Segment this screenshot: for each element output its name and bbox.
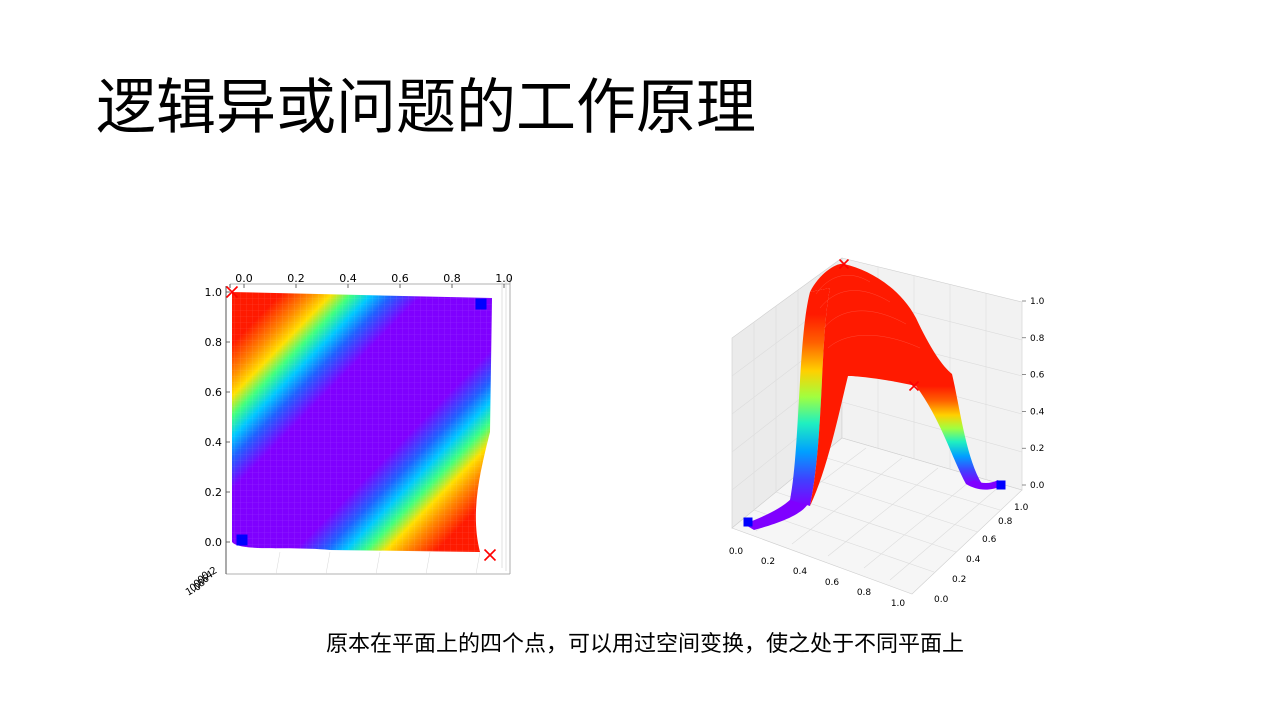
z-tick-labels-collapsed: 1.0 0.8 0.6 0.4 0.2 <box>184 565 219 598</box>
transformed-surface <box>744 263 1002 530</box>
y-tick-label: 0.8 <box>205 336 223 349</box>
y-tick-label: 0.2 <box>205 486 223 499</box>
xor-surface-3d-chart: 0.00.20.40.60.81.0 0.00.20.40.60.81.0 0.… <box>729 257 1045 609</box>
y-tick-label: 1.0 <box>1014 503 1029 513</box>
y-tick-label: 0.2 <box>952 575 966 585</box>
x-tick-label: 0.0 <box>729 547 744 557</box>
square-marker <box>996 480 1006 490</box>
y-tick-label: 0.0 <box>934 595 949 605</box>
x-tick-label: 0.6 <box>825 578 840 588</box>
x-tick-label: 0.4 <box>793 567 808 577</box>
square-marker <box>475 298 487 310</box>
y-tick-label: 0.4 <box>205 436 223 449</box>
y-tick-label: 0.6 <box>982 535 997 545</box>
x-marker <box>908 380 920 392</box>
x-tick-label: 0.8 <box>857 588 872 598</box>
slide-title: 逻辑异或问题的工作原理 <box>96 73 756 143</box>
x-tick-label: 0.2 <box>287 272 305 285</box>
y-tick-labels: 0.00.20.40.60.81.0 <box>934 503 1029 605</box>
x-tick-label: 0.0 <box>235 272 253 285</box>
x-tick-label: 0.2 <box>761 557 775 567</box>
x-tick-label: 1.0 <box>891 599 906 609</box>
data-markers <box>225 285 497 562</box>
z-tick-labels: 0.0 0.2 0.4 0.6 0.8 1.0 <box>1022 297 1045 491</box>
z-tick-label: 0.0 <box>1030 481 1045 491</box>
x-tick-label: 0.4 <box>339 272 357 285</box>
z-tick-label: 0.8 <box>1030 334 1045 344</box>
y-tick-label: 0.6 <box>205 386 223 399</box>
axes-frame <box>225 278 511 575</box>
square-marker <box>743 517 753 527</box>
z-tick-label: 0.6 <box>1030 371 1045 381</box>
y-tick-labels: 0.0 0.2 0.4 0.6 0.8 1.0 <box>205 286 230 549</box>
x-marker <box>483 548 497 562</box>
x-tick-label: 1.0 <box>495 272 513 285</box>
data-markers <box>743 258 1006 527</box>
z-tick-label: 0.2 <box>1030 444 1044 454</box>
z-tick-label: 0.4 <box>1030 407 1045 417</box>
svg-text:0.2: 0.2 <box>200 565 219 582</box>
x-tick-label: 0.6 <box>391 272 409 285</box>
y-tick-label: 0.8 <box>998 517 1013 527</box>
slide-caption: 原本在平面上的四个点，可以用过空间变换，使之处于不同平面上 <box>326 632 965 657</box>
x-marker <box>838 258 850 270</box>
y-tick-label: 0.4 <box>966 555 981 565</box>
x-tick-label: 0.8 <box>443 272 461 285</box>
x-tick-labels: 0.0 0.2 0.4 0.6 0.8 1.0 <box>729 547 906 609</box>
y-tick-label: 0.0 <box>205 536 223 549</box>
x-tick-labels: 0.0 0.2 0.4 0.6 0.8 1.0 <box>235 272 513 288</box>
y-tick-label: 1.0 <box>205 286 223 299</box>
xor-surface-top-view-chart: 0.0 0.2 0.4 0.6 0.8 1.0 0.0 0.2 0.4 0.6 0.8 1.0 1.… <box>184 272 513 599</box>
square-marker <box>236 534 248 546</box>
z-tick-label: 1.0 <box>1030 297 1045 307</box>
x-marker <box>225 285 239 299</box>
